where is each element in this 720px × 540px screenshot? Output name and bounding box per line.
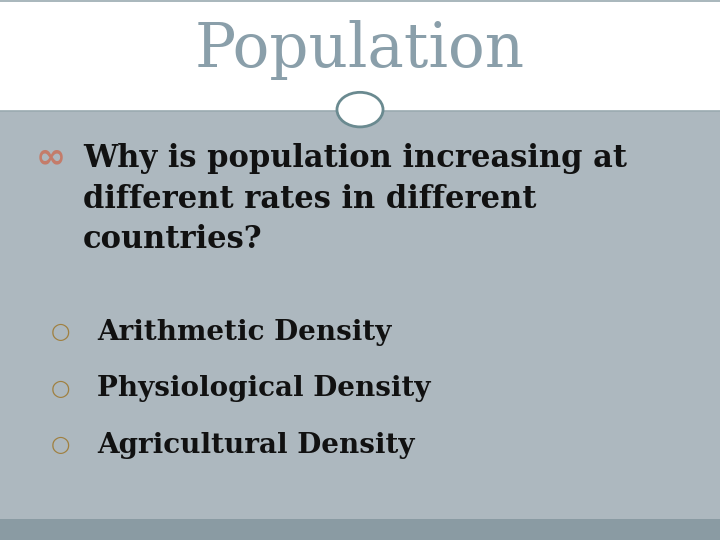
Bar <box>0 111 720 519</box>
Text: Physiological Density: Physiological Density <box>97 375 431 402</box>
Bar <box>0 519 720 540</box>
Text: different rates in different: different rates in different <box>83 184 536 214</box>
Text: Population: Population <box>195 20 525 80</box>
Text: ○: ○ <box>50 435 70 456</box>
Text: Arithmetic Density: Arithmetic Density <box>97 319 392 346</box>
Text: ○: ○ <box>50 322 70 342</box>
Text: countries?: countries? <box>83 224 262 255</box>
Text: ∞: ∞ <box>36 140 66 174</box>
Text: ○: ○ <box>50 379 70 399</box>
Circle shape <box>337 92 383 127</box>
Bar <box>0 0 720 111</box>
Text: Agricultural Density: Agricultural Density <box>97 432 415 459</box>
Text: Why is population increasing at: Why is population increasing at <box>83 143 627 174</box>
